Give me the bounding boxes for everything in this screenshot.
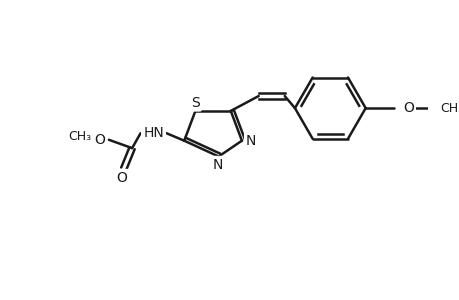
Text: N: N [246, 134, 256, 148]
Text: O: O [402, 101, 413, 115]
Text: N: N [212, 158, 223, 172]
Text: HN: HN [143, 126, 163, 140]
Text: CH₃: CH₃ [439, 102, 459, 115]
Text: O: O [116, 171, 127, 185]
Text: CH₃: CH₃ [68, 130, 91, 142]
Text: O: O [94, 133, 105, 147]
Text: S: S [190, 95, 199, 110]
